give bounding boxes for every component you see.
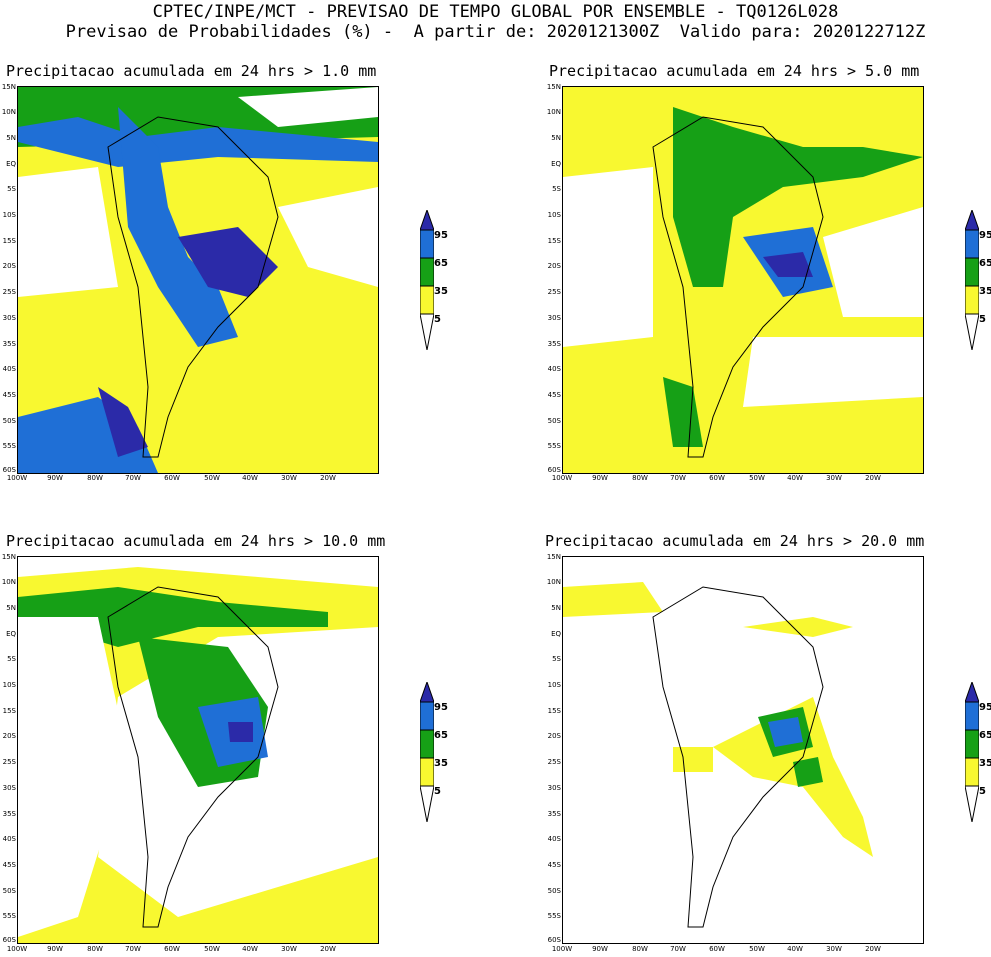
panel3-map-graphic [18, 557, 378, 943]
header-line2: Previsao de Probabilidades (%) - A parti… [65, 22, 926, 42]
panel2-legend: 95 65 35 5 [964, 208, 991, 351]
panel2-map-graphic [563, 87, 923, 473]
panel1-title: Precipitacao acumulada em 24 hrs > 1.0 m… [6, 62, 377, 80]
panel1-map-graphic [18, 87, 378, 473]
panel4-title: Precipitacao acumulada em 24 hrs > 20.0 … [545, 532, 925, 550]
panel4-legend: 95 65 35 5 [964, 680, 991, 823]
panel2-map [562, 86, 924, 474]
panel1-map [17, 86, 379, 474]
panel4-map [562, 556, 924, 944]
panel3-map [17, 556, 379, 944]
header-line1: CPTEC/INPE/MCT - PREVISAO DE TEMPO GLOBA… [152, 2, 839, 22]
panel3-legend: 95 65 35 5 [419, 680, 460, 823]
panel3-title: Precipitacao acumulada em 24 hrs > 10.0 … [6, 532, 386, 550]
panel1-legend: 95 65 35 5 [419, 208, 460, 351]
panel2-title: Precipitacao acumulada em 24 hrs > 5.0 m… [549, 62, 920, 80]
panel4-map-graphic [563, 557, 923, 943]
